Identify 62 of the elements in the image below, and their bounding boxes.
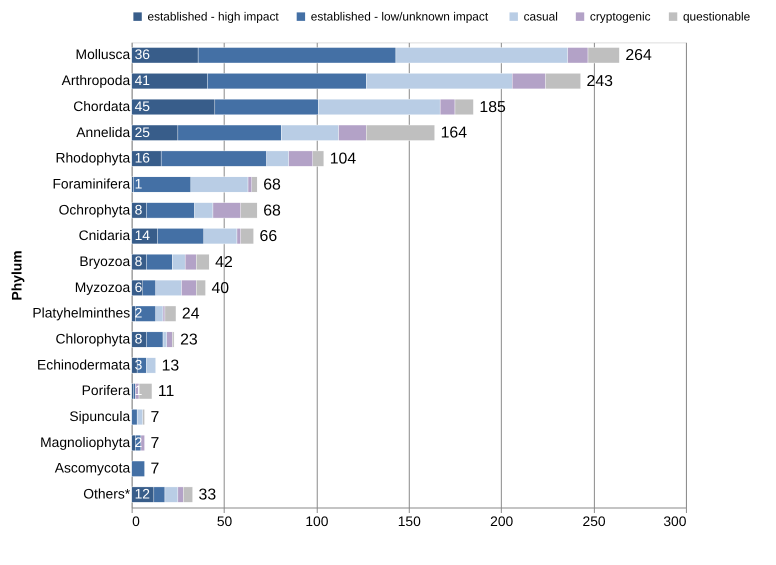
total-label: 33 (198, 486, 216, 504)
x-tick-label: 150 (398, 512, 422, 529)
total-label: 164 (440, 124, 468, 142)
total-label: 264 (625, 47, 652, 64)
total-label: 243 (586, 73, 614, 90)
total-label: 68 (263, 202, 282, 220)
y-tick-label: Mollusca (76, 46, 130, 62)
y-tick-label: Bryozoa (79, 252, 130, 269)
y-tick-label: Annelida (76, 124, 130, 140)
total-label: 23 (180, 332, 198, 349)
x-tick-label: 250 (582, 512, 606, 529)
y-tick-label: Echinodermata (37, 356, 130, 372)
y-tick-label: Myzozoa (74, 278, 130, 295)
legend-label: casual (524, 10, 558, 24)
y-tick-label: Sipuncula (69, 408, 130, 424)
data-label: 8 (134, 330, 143, 347)
y-tick-label: Chordata (73, 98, 130, 114)
data-label: 8 (134, 252, 143, 269)
x-tick-label: 300 (663, 512, 687, 529)
data-label: 36 (134, 46, 150, 62)
x-tick-label: 200 (490, 512, 514, 529)
total-label: 185 (479, 98, 506, 116)
total-label: 7 (150, 409, 160, 426)
data-label: 12 (134, 486, 150, 502)
y-tick-label: Foraminifera (52, 175, 130, 192)
y-tick-label: Platyhelminthes (32, 304, 130, 321)
total-label: 40 (211, 280, 230, 297)
legend-label: established - low/unknown impact (310, 10, 489, 24)
y-tick-label: Ochrophyta (58, 201, 130, 218)
y-tick-label: Porifera (82, 382, 130, 398)
y-tick-label: Ascomycota (54, 460, 130, 476)
total-label: 24 (182, 306, 200, 323)
total-label: 7 (150, 460, 160, 478)
total-label: 13 (162, 357, 180, 374)
data-label: 25 (134, 124, 150, 140)
y-tick-label: Cnidaria (78, 227, 130, 244)
y-tick-label: Arthropoda (62, 72, 130, 88)
data-label: 8 (134, 201, 143, 218)
data-label: 1 (134, 175, 143, 192)
y-tick-label: Rhodophyta (55, 150, 130, 166)
data-label: 16 (134, 150, 150, 166)
data-label: 1 (134, 382, 143, 398)
data-label: 41 (134, 72, 150, 88)
data-label: 6 (134, 278, 143, 295)
data-label: 14 (134, 227, 150, 244)
y-tick-label: Magnoliophyta (40, 434, 130, 450)
total-label: 66 (260, 228, 278, 246)
legend-label: established - high impact (147, 10, 280, 24)
legend-label: questionable (682, 10, 751, 24)
total-label: 7 (150, 434, 160, 452)
y-tick-label: Others* (83, 486, 131, 502)
total-label: 11 (158, 383, 175, 400)
y-tick-label: Chlorophyta (56, 330, 130, 347)
total-label: 104 (330, 150, 356, 168)
x-tick-label: 0 (132, 512, 140, 529)
legend-label: cryptogenic (590, 10, 651, 24)
y-axis-title: Phylum (8, 250, 24, 300)
total-label: 42 (215, 254, 233, 271)
x-tick-label: 100 (305, 512, 329, 529)
total-label: 68 (263, 176, 282, 194)
x-tick-label: 50 (216, 512, 233, 529)
data-label: 45 (134, 98, 150, 114)
